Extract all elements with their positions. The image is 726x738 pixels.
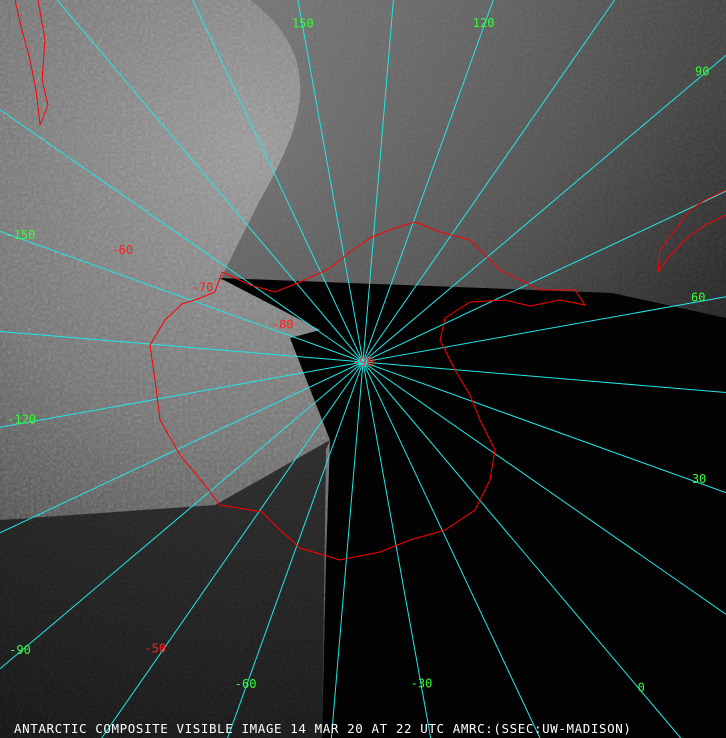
dark-ocean-swath xyxy=(220,0,726,320)
new-zealand-coastline xyxy=(14,0,49,126)
meridian-line xyxy=(0,230,364,363)
coastline xyxy=(14,0,726,561)
latitude-label: -60 xyxy=(111,243,133,257)
meridian-line xyxy=(362,296,726,363)
meridian-line xyxy=(362,361,432,738)
night-region-fringe xyxy=(0,440,330,738)
meridian-line xyxy=(362,0,616,363)
meridian-line xyxy=(0,109,364,363)
meridian-line xyxy=(362,0,394,363)
longitude-label: 60 xyxy=(691,291,705,305)
meridian-line xyxy=(0,361,364,534)
meridian-line xyxy=(227,361,364,738)
antarctica-coastline xyxy=(149,221,587,561)
image-caption: ANTARCTIC COMPOSITE VISIBLE IMAGE 14 MAR… xyxy=(14,721,632,736)
meridian-line xyxy=(56,0,364,363)
graticule-labels: 150 120 90 60 30 0 -30 -60 -90 -120 -150 -50 -60 -70 -… xyxy=(6,16,709,694)
meridian-line xyxy=(362,361,541,738)
longitude-label: -30 xyxy=(411,676,433,690)
meridian-line xyxy=(330,361,364,738)
longitude-label: -90 xyxy=(9,643,31,657)
meridian-line xyxy=(192,0,364,363)
meridian-line xyxy=(362,0,494,363)
meridian-line xyxy=(362,361,726,393)
meridian-line xyxy=(362,54,726,363)
meridian-line xyxy=(362,361,682,738)
longitude-label: -150 xyxy=(6,228,35,242)
latitude-label: -70 xyxy=(192,280,214,294)
longitude-label: 30 xyxy=(692,472,706,486)
meridian-line xyxy=(362,361,726,494)
latitude-label: -50 xyxy=(144,642,166,656)
south-america-coastline xyxy=(657,189,726,274)
meridian-line xyxy=(101,361,364,738)
latitude-label: -80 xyxy=(272,318,294,332)
night-region xyxy=(220,278,726,738)
meridian-line xyxy=(0,361,364,670)
longitude-label: 150 xyxy=(292,17,314,31)
meridian-line xyxy=(362,361,726,615)
latitude-label: -90 xyxy=(352,355,374,369)
longitude-label: -60 xyxy=(235,677,257,691)
meridian-line xyxy=(297,0,364,363)
meridian-line xyxy=(0,331,364,363)
longitude-label: -120 xyxy=(7,412,36,426)
longitude-label: 120 xyxy=(473,16,495,30)
longitude-label: 0 xyxy=(638,680,645,694)
meridian-line xyxy=(362,190,726,363)
meridian-line xyxy=(0,361,364,428)
longitude-label: 90 xyxy=(695,64,709,78)
